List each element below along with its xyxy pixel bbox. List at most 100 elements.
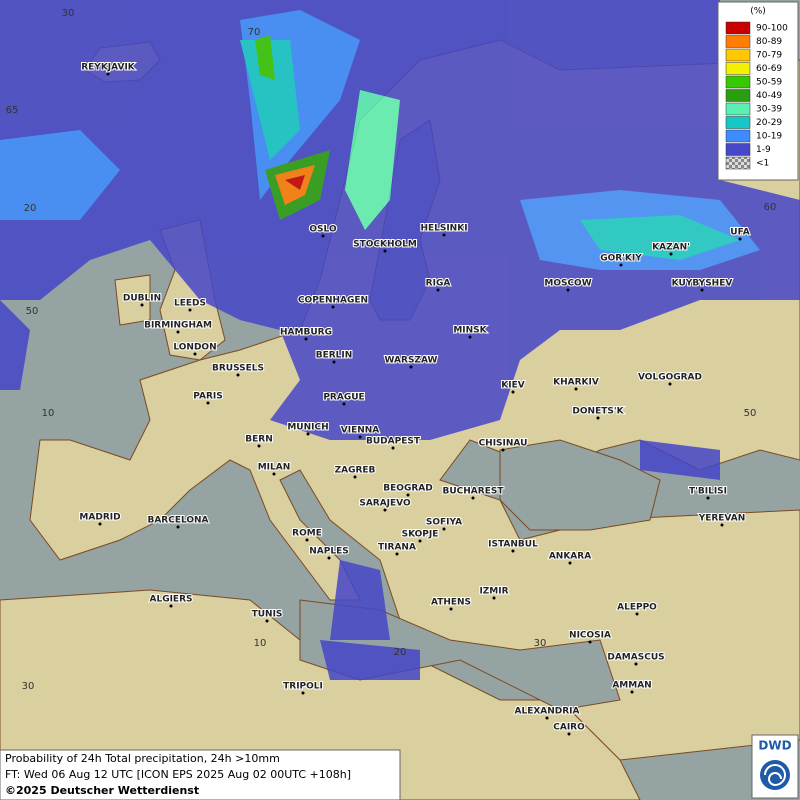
legend-label: 70-79 [756, 51, 782, 61]
city-dot [188, 308, 192, 312]
city-dot [193, 352, 197, 356]
city-dot [501, 448, 505, 452]
city-label: DUBLIN [123, 294, 161, 304]
city-label: NAPLES [309, 547, 348, 557]
city-label: GOR'KIY [600, 254, 642, 264]
legend-label: 20-29 [756, 118, 782, 128]
city-label: BUCHAREST [443, 487, 505, 497]
legend-label: 30-39 [756, 105, 782, 115]
graticule-label: 20 [24, 203, 37, 214]
legend-label: <1 [756, 159, 769, 169]
city-label: BUDAPEST [366, 437, 421, 447]
city-label: KUYBYSHEV [672, 279, 733, 289]
city-dot [720, 523, 724, 527]
city-label: ROME [292, 529, 322, 539]
city-dot [353, 475, 357, 479]
city-dot [468, 335, 472, 339]
city-dot [492, 596, 496, 600]
city-dot [391, 446, 395, 450]
legend-swatch [725, 156, 751, 170]
city-dot [574, 387, 578, 391]
city-dot [418, 539, 422, 543]
city-dot [511, 549, 515, 553]
city-dot [471, 496, 475, 500]
graticule-label: 10 [254, 638, 267, 649]
city-dot [406, 493, 410, 497]
city-dot [321, 234, 325, 238]
city-label: LEEDS [174, 299, 206, 309]
city-label: KIEV [501, 381, 524, 391]
city-dot [306, 432, 310, 436]
city-label: ZAGREB [335, 466, 376, 476]
city-label: CAIRO [553, 723, 585, 733]
graticule-label: 30 [22, 681, 35, 692]
graticule-label: 30 [534, 638, 547, 649]
city-dot [331, 305, 335, 309]
city-label: STOCKHOLM [353, 240, 417, 250]
city-dot [265, 619, 269, 623]
city-label: NICOSIA [569, 631, 611, 641]
city-dot [140, 303, 144, 307]
city-label: PARIS [193, 392, 223, 402]
graticule-label: 50 [26, 306, 39, 317]
legend-label: 10-19 [756, 132, 782, 142]
city-label: KHARKIV [553, 378, 599, 388]
city-label: TIRANA [378, 543, 416, 553]
graticule-label: 20 [394, 647, 407, 658]
city-label: LONDON [173, 343, 216, 353]
legend-label: 40-49 [756, 91, 782, 101]
city-label: YEREVAN [698, 514, 746, 524]
city-label: CHISINAU [479, 439, 528, 449]
city-dot [383, 508, 387, 512]
city-dot [332, 360, 336, 364]
city-label: ISTANBUL [488, 540, 538, 550]
city-label: ATHENS [431, 598, 471, 608]
legend-swatch [725, 89, 751, 102]
footer: Probability of 24h Total precipitation, … [0, 749, 401, 800]
city-label: MILAN [258, 463, 291, 473]
legend-swatch [725, 75, 751, 89]
city-dot [106, 72, 110, 76]
city-dot [567, 732, 571, 736]
legend-swatch [725, 116, 751, 129]
city-label: TUNIS [252, 610, 283, 620]
legend-label: 80-89 [756, 37, 782, 47]
graticule-label: 10 [42, 408, 55, 419]
city-dot [98, 522, 102, 526]
graticule-label: 30 [62, 8, 75, 19]
city-label: UFA [730, 228, 749, 238]
legend-swatch [725, 35, 751, 48]
city-dot [630, 690, 634, 694]
graticule-label: 50 [744, 408, 757, 419]
city-dot [442, 527, 446, 531]
city-label: DONETS'K [572, 407, 624, 417]
city-label: MUNICH [287, 423, 328, 433]
city-dot [358, 435, 362, 439]
city-dot [342, 402, 346, 406]
city-label: PRAGUE [323, 393, 364, 403]
legend-label: 60-69 [756, 64, 782, 74]
city-dot [395, 552, 399, 556]
footer-box [0, 749, 401, 800]
city-label: SKOPJE [402, 530, 439, 540]
city-dot [436, 288, 440, 292]
city-label: RIGA [426, 279, 451, 289]
city-dot [236, 373, 240, 377]
city-label: IZMIR [479, 587, 508, 597]
city-dot [206, 401, 210, 405]
city-label: VOLGOGRAD [638, 373, 702, 383]
legend-swatch [725, 21, 751, 35]
city-label: COPENHAGEN [298, 296, 368, 306]
city-label: BRUSSELS [212, 364, 264, 374]
footer-line: FT: Wed 06 Aug 12 UTC [ICON EPS 2025 Aug… [5, 768, 351, 781]
city-label: MADRID [79, 513, 120, 523]
city-dot [545, 716, 549, 720]
legend-items: 90-100 80-89 70-79 60-69 50-59 40-49 30-39 20-2… [725, 21, 788, 170]
city-label: OSLO [309, 225, 337, 235]
city-dot [301, 691, 305, 695]
city-dot [169, 604, 173, 608]
city-label: SOFIYA [426, 518, 462, 528]
city-label: BEOGRAD [383, 484, 432, 494]
city-label: SARAJEVO [359, 499, 411, 509]
